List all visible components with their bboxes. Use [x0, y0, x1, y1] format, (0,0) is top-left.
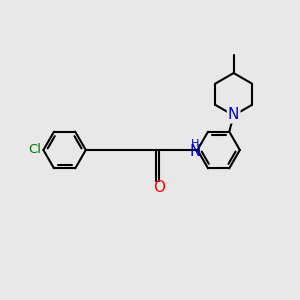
- Text: Cl: Cl: [29, 143, 42, 157]
- Text: N: N: [228, 107, 239, 122]
- Text: H: H: [191, 139, 200, 148]
- Text: O: O: [153, 180, 165, 195]
- Text: N: N: [190, 144, 201, 159]
